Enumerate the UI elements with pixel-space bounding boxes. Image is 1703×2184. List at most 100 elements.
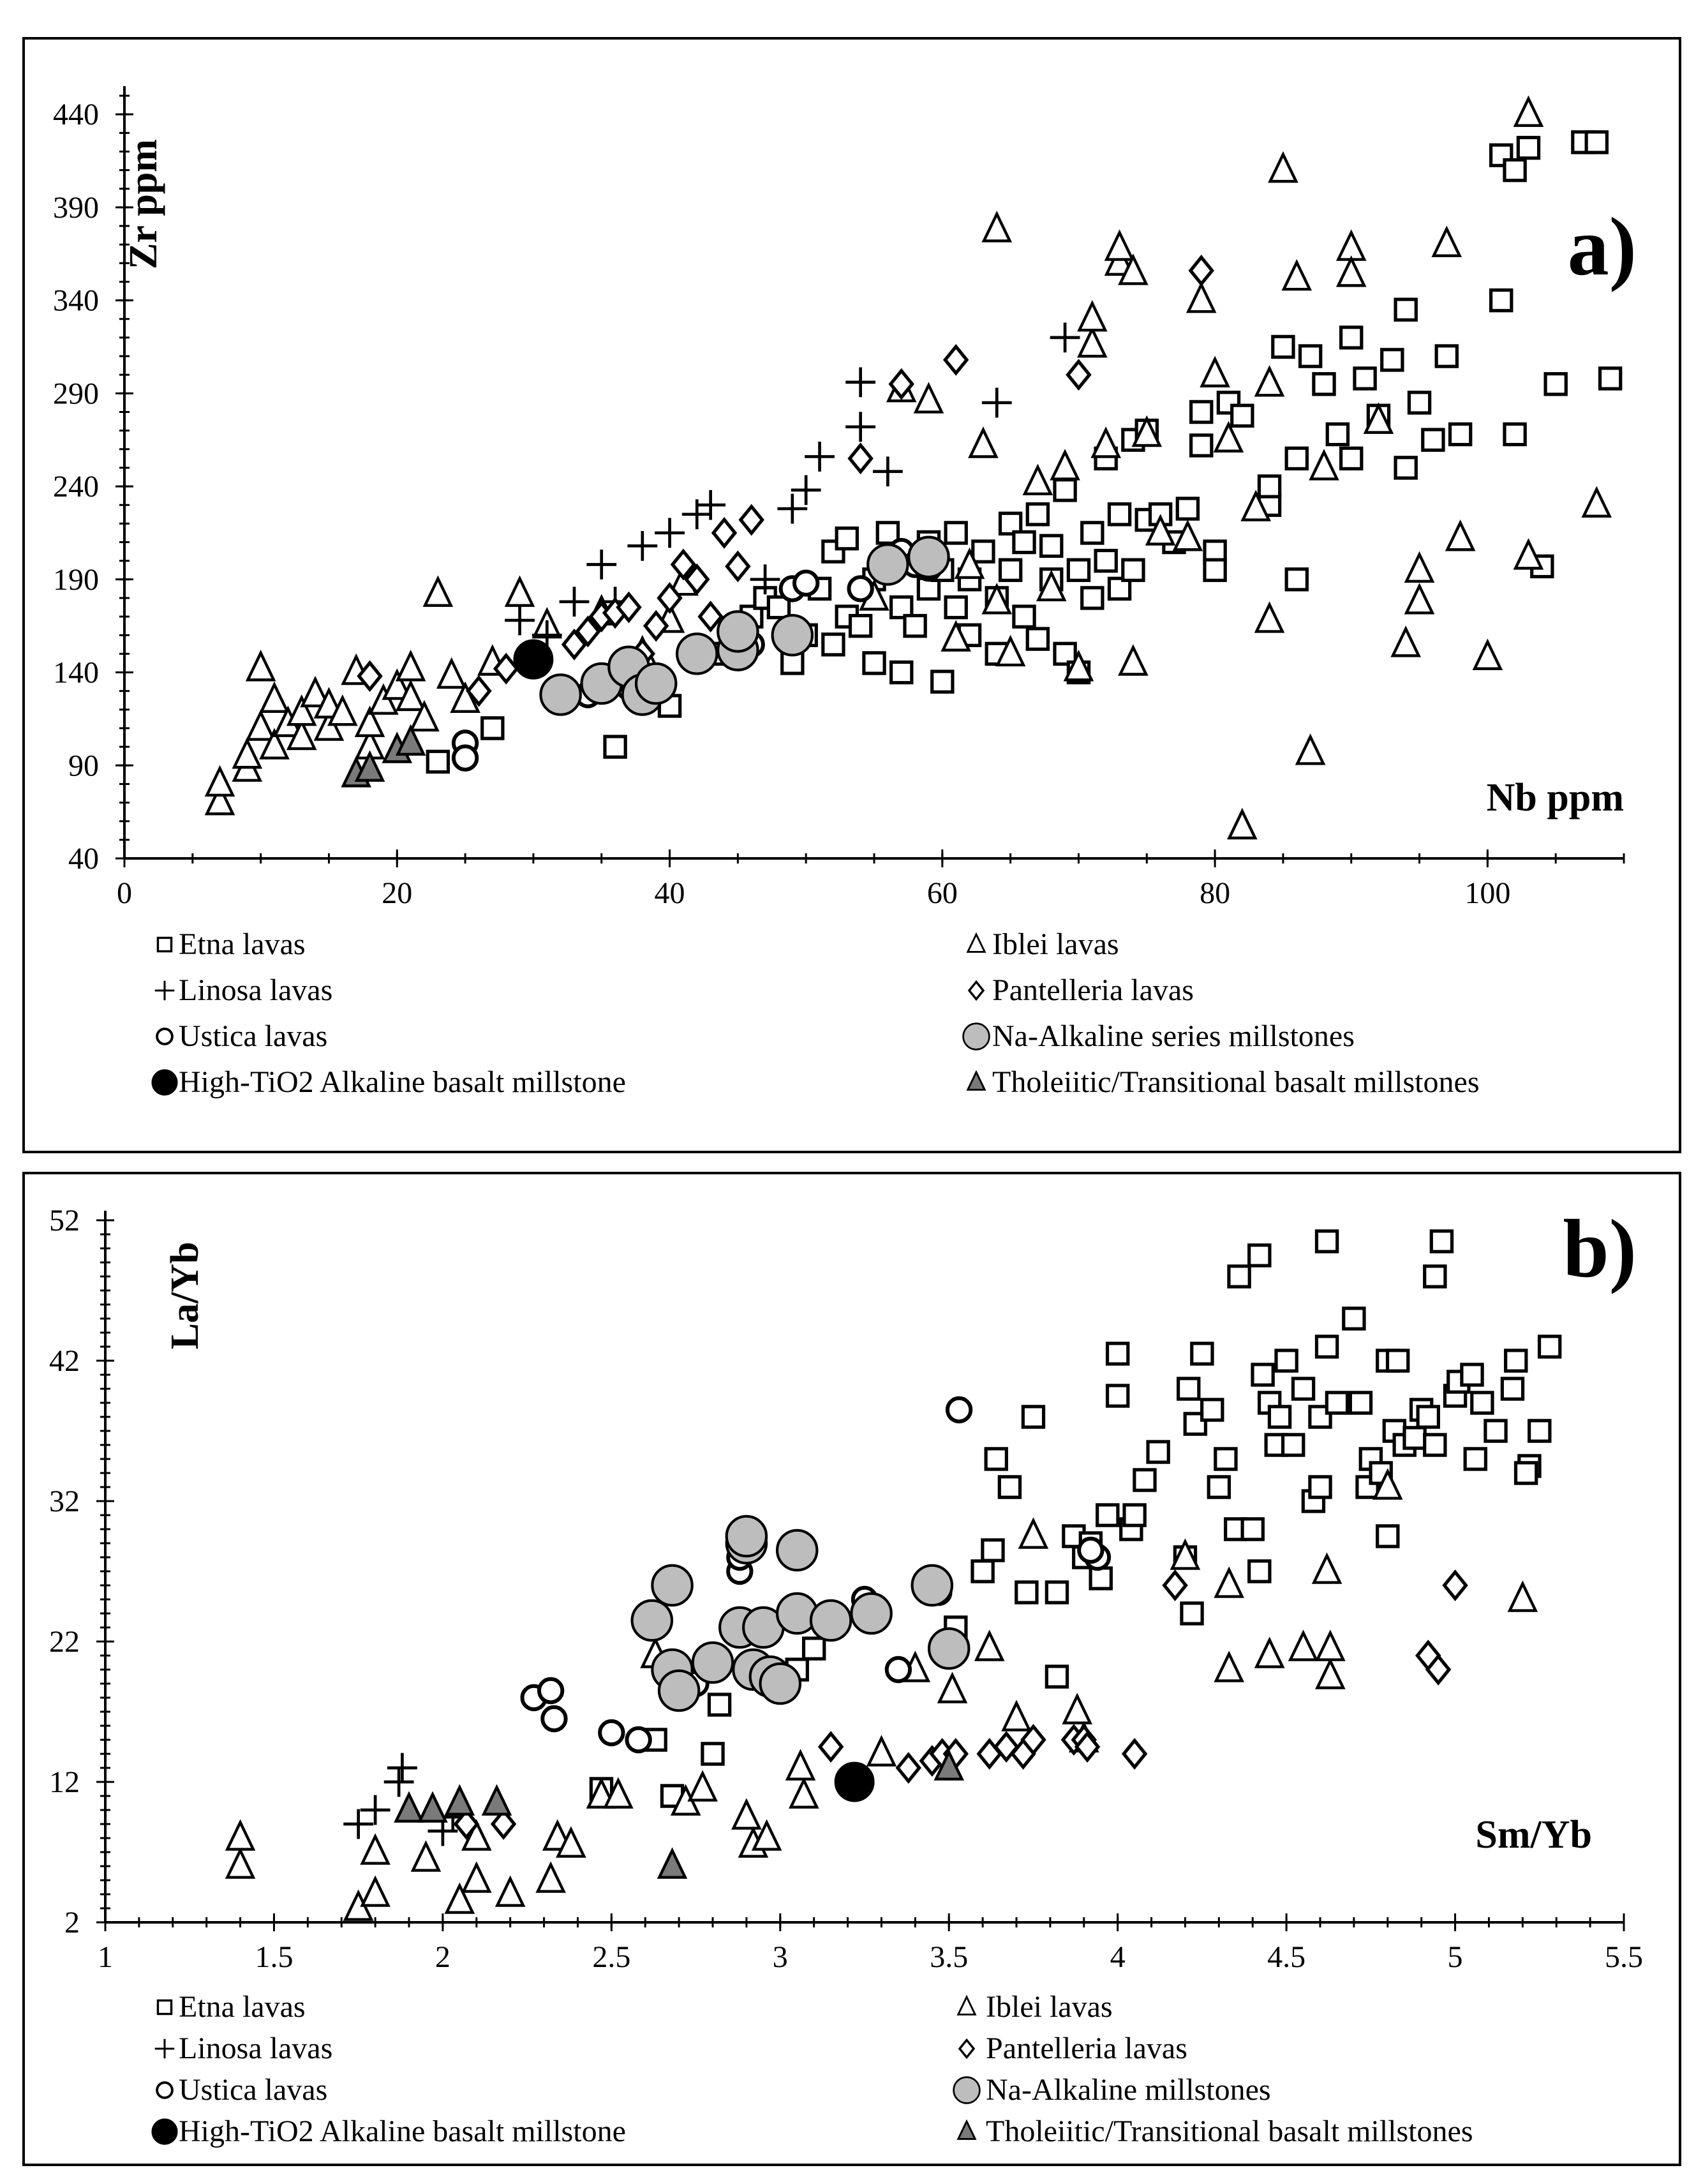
data-point xyxy=(652,1566,692,1605)
panel-b-ticks: 1 1.5 2 2.5 3 3.5 4 4.5 5 5.521222324252 xyxy=(49,1204,1643,1974)
data-point xyxy=(413,1843,439,1870)
data-point xyxy=(741,507,762,534)
data-point xyxy=(845,367,875,397)
panel-b-y-title: La/Yb xyxy=(163,1242,207,1350)
data-point xyxy=(982,388,1012,418)
data-point xyxy=(805,442,835,472)
data-point xyxy=(497,1878,523,1905)
data-point xyxy=(1082,588,1103,608)
data-point xyxy=(1216,1449,1236,1469)
data-point xyxy=(972,1561,993,1582)
data-point xyxy=(1004,1703,1030,1730)
data-point xyxy=(227,1850,253,1877)
y-tick-label: 52 xyxy=(49,1204,80,1238)
data-point xyxy=(1418,1407,1438,1427)
data-point xyxy=(1253,1365,1273,1385)
data-point xyxy=(428,751,448,772)
data-point xyxy=(655,518,685,548)
y-tick-label: 440 xyxy=(53,98,99,131)
data-point xyxy=(1516,1463,1536,1483)
y-tick-label: 290 xyxy=(53,377,99,410)
legend-label: Iblei lavas xyxy=(992,927,1119,961)
y-tick-label: 90 xyxy=(68,749,99,782)
data-point xyxy=(945,347,967,373)
data-point xyxy=(1052,452,1078,479)
data-point xyxy=(851,616,871,636)
data-point xyxy=(948,1398,970,1421)
data-point xyxy=(1423,430,1443,450)
panel-a-x-title: Nb ppm xyxy=(1487,776,1624,819)
data-point xyxy=(1445,1572,1466,1599)
x-tick-label: 60 xyxy=(927,876,958,910)
legend-label: High-TiO2 Alkaline basalt millstone xyxy=(179,1065,626,1099)
panel-b: 1 1.5 2 2.5 3 3.5 4 4.5 5 5.521222324252 La/Yb Sm… xyxy=(24,1173,1680,2165)
data-point xyxy=(1242,1519,1263,1539)
data-point xyxy=(514,640,553,678)
data-point xyxy=(1540,1336,1560,1357)
data-point xyxy=(1216,1654,1242,1680)
data-point xyxy=(1341,448,1362,468)
legend-item: Etna lavas xyxy=(158,1990,305,2024)
data-point xyxy=(1276,1350,1297,1371)
data-point xyxy=(1202,359,1228,386)
data-point xyxy=(1355,368,1375,389)
data-point xyxy=(1016,1582,1037,1603)
data-point xyxy=(1202,1400,1223,1420)
data-point xyxy=(734,1801,760,1828)
data-point xyxy=(560,587,590,617)
legend-label: Iblei lavas xyxy=(986,1990,1113,2024)
data-point xyxy=(1465,1449,1485,1469)
data-point xyxy=(1395,299,1416,320)
data-point xyxy=(1082,523,1103,543)
data-point xyxy=(898,1754,919,1781)
data-point xyxy=(505,606,535,636)
data-point xyxy=(1327,1393,1347,1413)
data-point xyxy=(986,1449,1006,1469)
data-point xyxy=(1093,430,1119,456)
panel-b-legend: Etna lavas Iblei lavasLinosa lavas Pantell… xyxy=(152,1990,1473,2148)
panel-b-x-title: Sm/Yb xyxy=(1475,1813,1592,1857)
data-point xyxy=(1106,232,1133,259)
x-tick-label: 100 xyxy=(1464,876,1510,910)
data-point xyxy=(970,430,997,456)
data-point xyxy=(1545,374,1566,394)
data-point xyxy=(1270,154,1297,181)
data-point xyxy=(1108,1343,1128,1364)
data-point xyxy=(447,1787,473,1814)
panel-a: 0 20 40 60 80 100 40 90 140 190 240 290 340 390 440 Zr… xyxy=(24,38,1680,1152)
data-point xyxy=(804,1638,824,1659)
data-point xyxy=(983,1540,1003,1560)
legend-item: Tholeiitic/Transitional basalt millstone… xyxy=(968,1065,1480,1099)
data-point xyxy=(605,737,625,757)
data-point xyxy=(1046,1666,1067,1687)
data-point xyxy=(1393,629,1419,655)
data-point xyxy=(1120,647,1147,674)
legend-label: Na-Alkaline series millstones xyxy=(992,1019,1355,1053)
data-point xyxy=(1409,393,1429,413)
data-point xyxy=(1293,1379,1313,1399)
data-point xyxy=(787,1752,814,1779)
data-point xyxy=(887,1658,910,1681)
legend-label: Na-Alkaline millstones xyxy=(986,2073,1271,2107)
data-point xyxy=(1350,1393,1371,1413)
data-point xyxy=(677,634,717,673)
y-tick-label: 190 xyxy=(53,563,99,597)
legend-item: Iblei lavas xyxy=(958,1990,1113,2024)
data-point xyxy=(1450,424,1471,444)
data-point xyxy=(1229,1266,1249,1287)
data-point xyxy=(912,1566,952,1605)
data-point xyxy=(1191,401,1212,422)
y-tick-label: 42 xyxy=(49,1344,80,1378)
panel-b-label: b) xyxy=(1563,1203,1637,1295)
series-high-tio2-alkaline-basalt-millstone xyxy=(835,1763,874,1801)
data-point xyxy=(1097,1505,1118,1525)
legend-item: Ustica lavas xyxy=(157,2073,327,2107)
legend-label: Linosa lavas xyxy=(179,973,332,1007)
data-point xyxy=(659,1850,685,1877)
data-point xyxy=(1055,480,1075,500)
data-point xyxy=(396,1794,422,1821)
data-point xyxy=(1249,1245,1270,1266)
data-point xyxy=(1050,323,1080,353)
data-point xyxy=(1584,490,1610,516)
data-point xyxy=(868,1738,895,1765)
